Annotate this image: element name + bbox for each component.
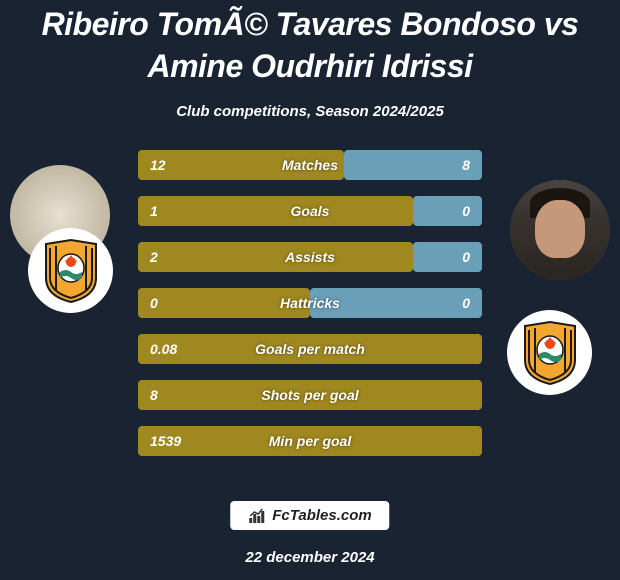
bar-wrap: 0 0 Hattricks (138, 288, 482, 318)
chart-icon (248, 508, 266, 524)
bar-label: Goals (291, 203, 330, 219)
bar-value-left: 0 (150, 295, 158, 311)
bar-wrap: 12 8 Matches (138, 150, 482, 180)
stat-row: 2 0 Assists (0, 242, 620, 272)
bar-value-left: 1 (150, 203, 158, 219)
bar-value-left: 2 (150, 249, 158, 265)
stats-area: 12 8 Matches 1 0 Goals 2 0 Assists 0 0 Hattricks 0.0… (0, 150, 620, 456)
stat-row: 12 8 Matches (0, 150, 620, 180)
bar-left: 1 (138, 196, 413, 226)
bar-right: 0 (413, 196, 482, 226)
page-title: Ribeiro TomÃ© Tavares Bondoso vs Amine O… (0, 0, 620, 87)
bar-label: Assists (285, 249, 335, 265)
bar-value-right: 0 (462, 249, 470, 265)
bar-wrap: 1 0 Goals (138, 196, 482, 226)
bar-label: Goals per match (255, 341, 365, 357)
footer-badge: FcTables.com (230, 501, 389, 530)
bar-wrap: 0.08 Goals per match (138, 334, 482, 364)
bar-wrap: 1539 Min per goal (138, 426, 482, 456)
bar-left: 2 (138, 242, 413, 272)
bar-value-right: 0 (462, 203, 470, 219)
footer-date: 22 december 2024 (245, 549, 374, 566)
bar-value-right: 0 (462, 295, 470, 311)
stat-row: 1539 Min per goal (0, 426, 620, 456)
stat-row: 0 0 Hattricks (0, 288, 620, 318)
bar-wrap: 8 Shots per goal (138, 380, 482, 410)
bar-label: Matches (282, 157, 338, 173)
bar-wrap: 2 0 Assists (138, 242, 482, 272)
bar-value-left: 12 (150, 157, 166, 173)
comparison-infographic: Ribeiro TomÃ© Tavares Bondoso vs Amine O… (0, 0, 620, 580)
bar-value-right: 8 (462, 157, 470, 173)
bar-label: Shots per goal (261, 387, 358, 403)
bar-right: 0 (413, 242, 482, 272)
stat-row: 8 Shots per goal (0, 380, 620, 410)
subtitle: Club competitions, Season 2024/2025 (0, 103, 620, 120)
bar-right: 8 (344, 150, 482, 180)
bar-value-left: 0.08 (150, 341, 177, 357)
stat-row: 1 0 Goals (0, 196, 620, 226)
bar-value-left: 1539 (150, 433, 181, 449)
bar-label: Hattricks (280, 295, 340, 311)
bar-value-left: 8 (150, 387, 158, 403)
footer-site-name: FcTables.com (272, 507, 371, 524)
bar-label: Min per goal (269, 433, 351, 449)
stat-row: 0.08 Goals per match (0, 334, 620, 364)
